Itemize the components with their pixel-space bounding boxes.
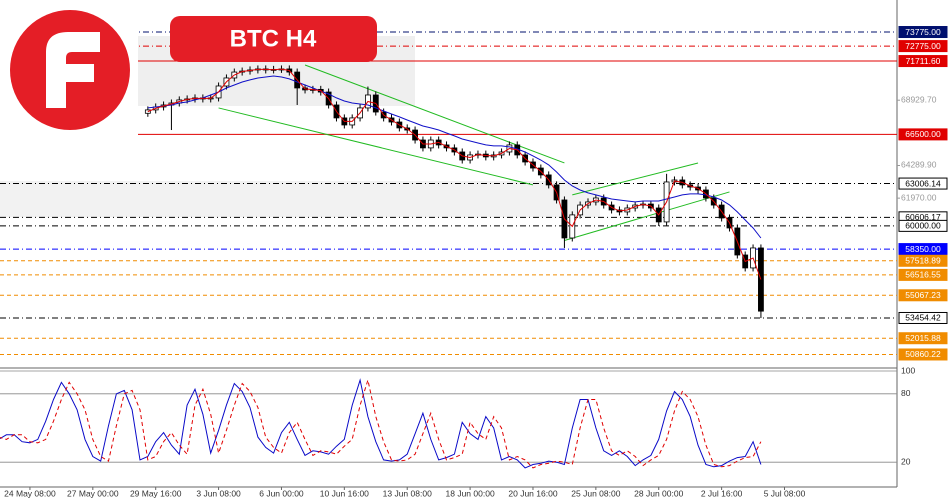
level-box — [898, 26, 948, 39]
x-tick-label: 27 May 00:00 — [67, 488, 119, 498]
candle-body — [758, 247, 764, 312]
logo — [0, 0, 138, 135]
level-label: 57518.89 — [905, 256, 941, 266]
x-tick-label: 25 Jun 08:00 — [571, 488, 620, 498]
level-label: 58350.00 — [905, 244, 941, 254]
level-label: 66500.00 — [905, 129, 941, 139]
x-tick-label: 2 Jul 16:00 — [701, 488, 743, 498]
level-label: 52015.88 — [905, 333, 941, 343]
level-box — [898, 40, 948, 53]
title-box — [170, 16, 377, 62]
level-label: 50860.22 — [905, 349, 941, 359]
trendline — [304, 64, 565, 164]
osc-tick-label: 80 — [901, 388, 911, 398]
x-tick-label: 20 Jun 16:00 — [508, 488, 557, 498]
level-label: 55067.23 — [905, 290, 941, 300]
level-box — [898, 332, 948, 345]
level-box — [898, 311, 948, 324]
x-tick-label: 28 Jun 00:00 — [634, 488, 683, 498]
y-tick-label: 61970.00 — [901, 192, 937, 202]
x-tick-label: 18 Jun 00:00 — [446, 488, 495, 498]
x-tick-label: 24 May 08:00 — [4, 488, 56, 498]
level-box — [898, 254, 948, 267]
level-label: 63006.14 — [905, 178, 941, 188]
moving-average — [147, 75, 762, 239]
y-tick-label: 64289.90 — [901, 160, 937, 170]
level-label: 53454.42 — [905, 313, 941, 323]
level-box — [898, 348, 948, 361]
level-box — [898, 243, 948, 256]
level-label: 72775.00 — [905, 41, 941, 51]
level-label: 71711.60 — [906, 56, 941, 66]
x-tick-label: 29 May 16:00 — [130, 488, 182, 498]
trendline — [564, 191, 730, 241]
level-box — [898, 128, 948, 141]
y-tick-label: 68929.70 — [901, 94, 937, 104]
osc-tick-label: 100 — [901, 365, 915, 375]
x-tick-label: 6 Jun 00:00 — [259, 488, 304, 498]
x-tick-label: 3 Jun 08:00 — [196, 488, 241, 498]
moving-average — [147, 68, 762, 280]
zone — [0, 181, 600, 217]
x-tick-label: 13 Jun 08:00 — [383, 488, 432, 498]
level-box — [898, 289, 948, 302]
x-tick-label: 10 Jun 16:00 — [320, 488, 369, 498]
level-label: 60606.17 — [905, 212, 941, 222]
osc-tick-label: 20 — [901, 456, 911, 466]
x-tick-label: 5 Jul 08:00 — [764, 488, 806, 498]
level-box — [898, 219, 948, 232]
level-label: 73775.00 — [905, 27, 941, 37]
oscillator-line — [0, 378, 762, 469]
trendline — [218, 107, 534, 186]
level-label: 60000.00 — [905, 221, 941, 231]
logo-letter — [46, 32, 100, 108]
chart-title: BTC H4 — [230, 25, 317, 52]
level-box — [898, 177, 948, 190]
level-label: 56516.55 — [905, 270, 941, 280]
level-box — [898, 268, 948, 281]
level-box — [898, 55, 948, 68]
trendline — [572, 162, 699, 196]
